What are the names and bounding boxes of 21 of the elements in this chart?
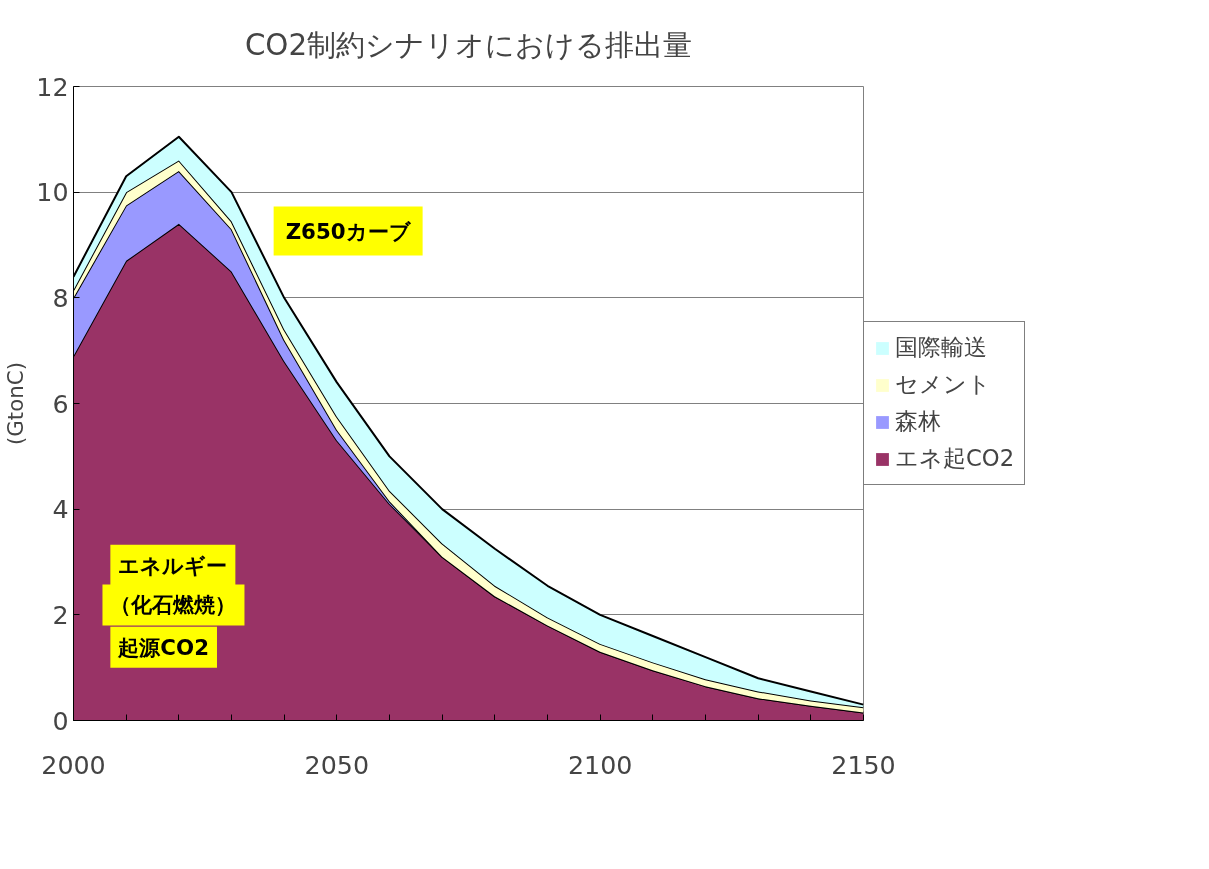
x-tick-label: 2050 xyxy=(304,749,370,780)
chart-title: CO2制約シナリオにおける排出量 xyxy=(244,27,693,62)
y-axis-title: (GtonC) xyxy=(3,362,29,445)
y-tick-label: 6 xyxy=(52,388,69,419)
legend-label: 森林 xyxy=(895,407,941,436)
y-tick-label: 8 xyxy=(52,282,69,313)
y-tick-label: 2 xyxy=(52,599,69,630)
legend-label: 国際輸送 xyxy=(895,333,987,362)
y-tick-label: 12 xyxy=(36,71,69,102)
y-tick-label: 10 xyxy=(36,177,69,208)
legend-label: セメント xyxy=(895,370,991,399)
annotation: Z650カーブ xyxy=(285,218,412,244)
y-tick-label: 0 xyxy=(52,705,69,736)
y-tick-label: 4 xyxy=(52,494,69,525)
x-tick-label: 2000 xyxy=(41,749,106,780)
annotation: （化石燃焼） xyxy=(110,592,237,618)
legend-label: エネ起CO2 xyxy=(895,444,1015,473)
x-tick-label: 2100 xyxy=(567,749,633,780)
x-tick-label: 2150 xyxy=(831,749,896,780)
annotation: 起源CO2 xyxy=(117,634,209,660)
annotation: エネルギー xyxy=(118,552,228,578)
